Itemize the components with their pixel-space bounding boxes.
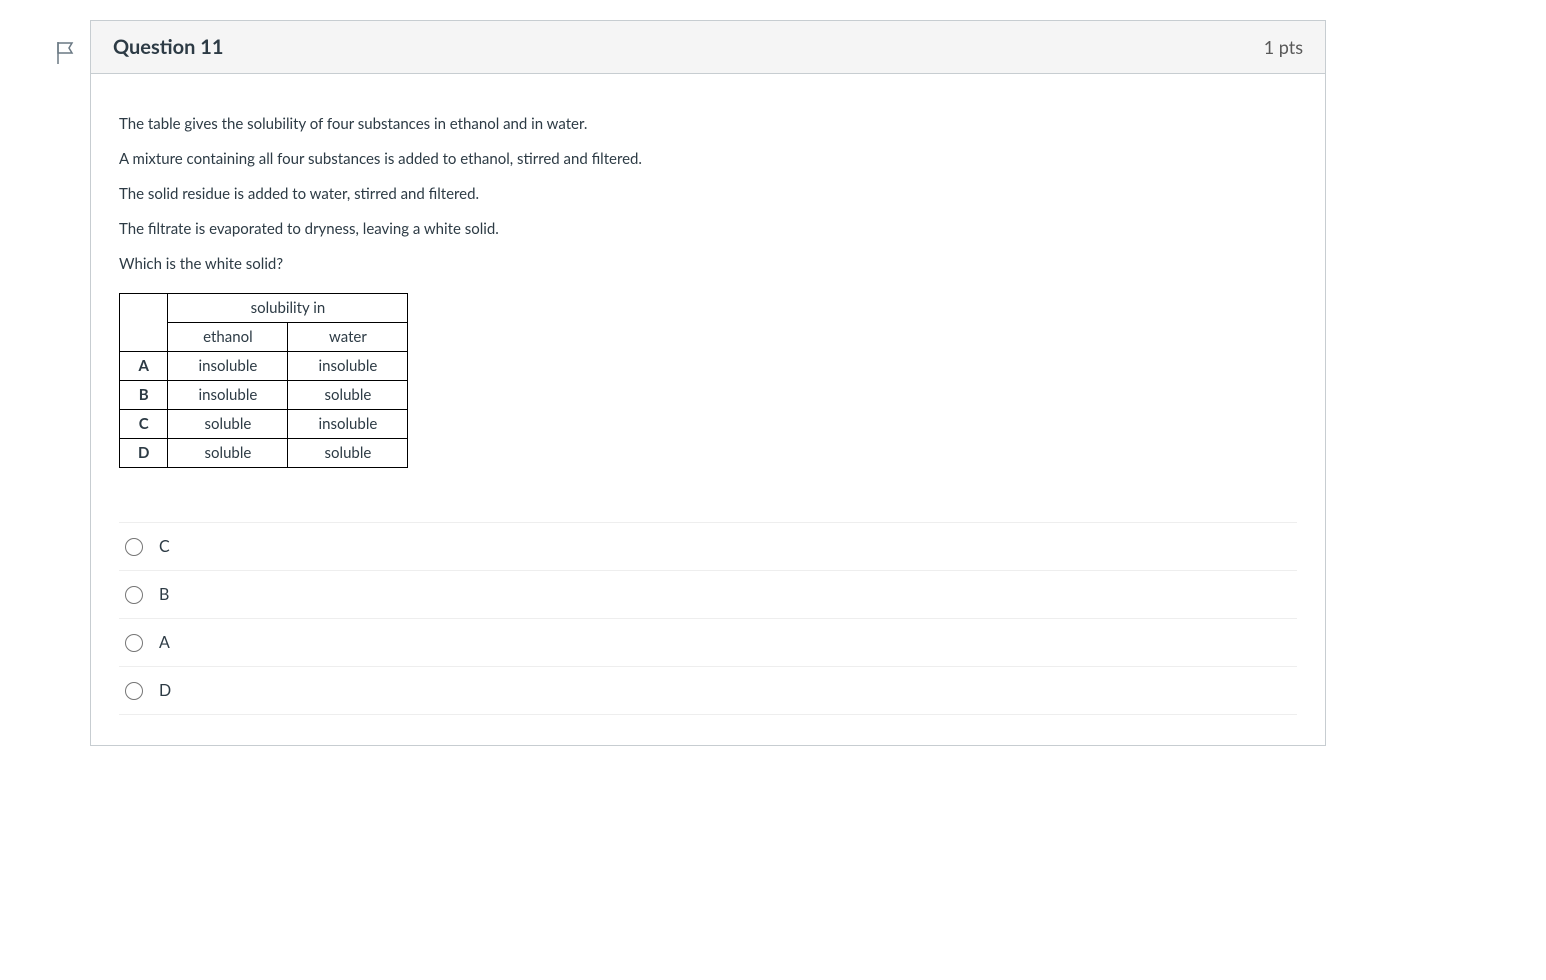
- stem-line: A mixture containing all four substances…: [119, 149, 1297, 170]
- table-row-label: D: [120, 439, 168, 468]
- table-row-label: B: [120, 381, 168, 410]
- answer-label: A: [159, 633, 170, 652]
- table-row: A insoluble insoluble: [120, 352, 408, 381]
- answer-radio[interactable]: [125, 634, 143, 652]
- table-cell: soluble: [168, 410, 288, 439]
- table-corner: [120, 294, 168, 352]
- answer-radio[interactable]: [125, 682, 143, 700]
- answer-radio[interactable]: [125, 538, 143, 556]
- answer-radio[interactable]: [125, 586, 143, 604]
- table-cell: soluble: [168, 439, 288, 468]
- question-points: 1 pts: [1264, 36, 1303, 58]
- answer-option[interactable]: D: [119, 666, 1297, 715]
- table-cell: insoluble: [288, 352, 408, 381]
- stem-line: The table gives the solubility of four s…: [119, 114, 1297, 135]
- table-cell: insoluble: [168, 381, 288, 410]
- question-header: Question 11 1 pts: [91, 21, 1325, 74]
- stem-line: The solid residue is added to water, sti…: [119, 184, 1297, 205]
- answer-option[interactable]: C: [119, 522, 1297, 571]
- question-card: Question 11 1 pts The table gives the so…: [90, 20, 1326, 746]
- solubility-table: solubility in ethanol water A insoluble …: [119, 293, 408, 468]
- stem-line: The filtrate is evaporated to dryness, l…: [119, 219, 1297, 240]
- table-row-label: A: [120, 352, 168, 381]
- question-title: Question 11: [113, 35, 223, 59]
- answer-label: D: [159, 681, 171, 700]
- table-row: C soluble insoluble: [120, 410, 408, 439]
- table-col-header: water: [288, 323, 408, 352]
- table-cell: insoluble: [168, 352, 288, 381]
- table-group-header: solubility in: [168, 294, 408, 323]
- table-row: D soluble soluble: [120, 439, 408, 468]
- flag-icon[interactable]: [55, 40, 77, 66]
- table-cell: insoluble: [288, 410, 408, 439]
- answer-label: B: [159, 585, 169, 604]
- answer-option[interactable]: A: [119, 618, 1297, 667]
- question-body: The table gives the solubility of four s…: [91, 74, 1325, 745]
- table-row-label: C: [120, 410, 168, 439]
- table-row: B insoluble soluble: [120, 381, 408, 410]
- answer-list: C B A D: [119, 522, 1297, 715]
- question-stem: The table gives the solubility of four s…: [119, 114, 1297, 275]
- stem-line: Which is the white solid?: [119, 254, 1297, 275]
- table-cell: soluble: [288, 381, 408, 410]
- answer-option[interactable]: B: [119, 570, 1297, 619]
- answer-label: C: [159, 537, 170, 556]
- table-col-header: ethanol: [168, 323, 288, 352]
- table-cell: soluble: [288, 439, 408, 468]
